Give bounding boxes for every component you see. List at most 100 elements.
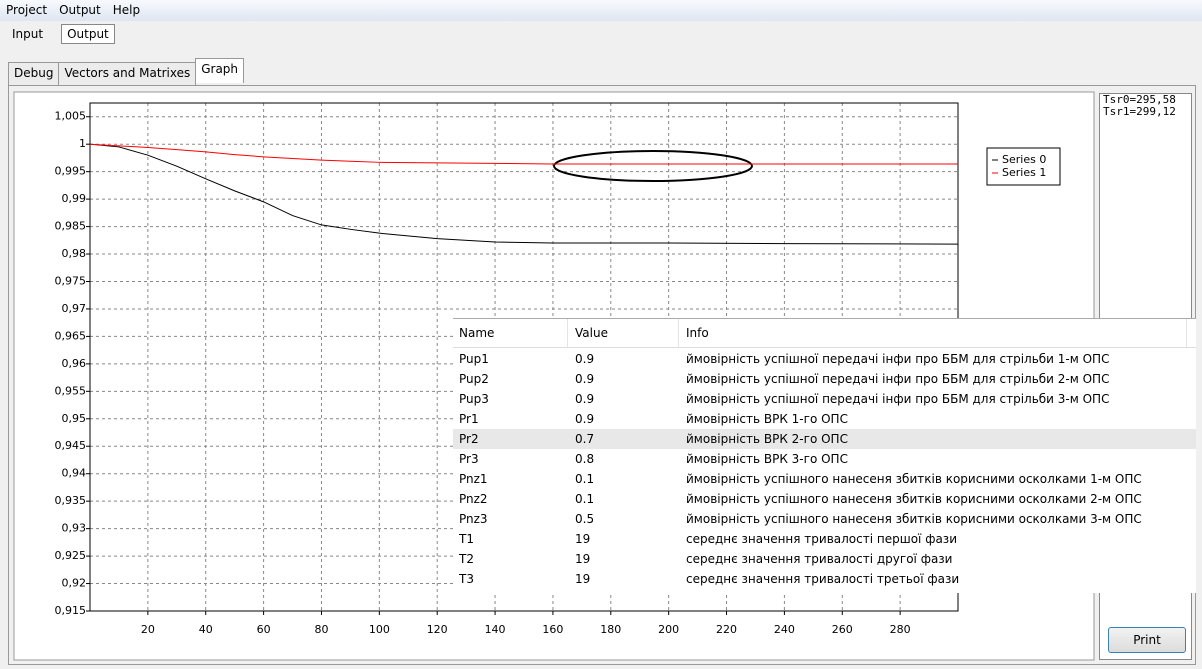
- table-cell: Pnz1: [459, 472, 488, 486]
- print-button[interactable]: Print: [1108, 627, 1186, 653]
- table-cell: ймовірність успішного нанесеня збитків к…: [686, 472, 1142, 486]
- table-cell: 0.9: [575, 352, 595, 366]
- tab[interactable]: Graph: [195, 58, 245, 83]
- tab[interactable]: Vectors and Matrixes: [58, 62, 197, 87]
- table-cell: T2: [459, 552, 474, 566]
- y-tick-label: 0,955: [55, 384, 87, 397]
- y-tick-label: 1,005: [55, 110, 87, 123]
- table-cell: Pnz3: [459, 512, 488, 526]
- column-header[interactable]: Name: [459, 319, 568, 347]
- table-cell: Pup2: [459, 372, 489, 386]
- table-cell: 19: [575, 572, 591, 586]
- y-tick-label: 0,93: [62, 522, 87, 535]
- table-row[interactable]: Pup2 0.9 ймовірність успішної передачі інф…: [453, 369, 1196, 389]
- menu-item[interactable]: Help: [112, 3, 141, 17]
- column-header[interactable]: Info: [686, 319, 1187, 347]
- x-tick-label: 220: [716, 623, 737, 636]
- table-cell: Pup3: [459, 392, 489, 406]
- table-row[interactable]: Pr3 0.8 ймовірність ВРК 3-го ОПС: [453, 449, 1196, 469]
- table-cell: 0.9: [575, 412, 595, 426]
- table-cell: 0.8: [575, 452, 595, 466]
- toolbar: Input Output: [6, 24, 115, 44]
- y-tick-label: 0,935: [55, 494, 87, 507]
- tab-bar: Debug Vectors and Matrixes Graph: [8, 58, 245, 87]
- y-tick-label: 0,945: [55, 439, 87, 452]
- table-cell: 0.1: [575, 492, 595, 506]
- table-cell: Pr1: [459, 412, 479, 426]
- legend-label: Series 0: [1002, 153, 1046, 166]
- y-tick-label: 0,95: [62, 412, 87, 425]
- y-tick-label: 0,975: [55, 274, 87, 287]
- table-cell: Pr3: [459, 452, 479, 466]
- table-cell: ймовірність успішної передачі інфи про Б…: [686, 392, 1110, 406]
- menu-item[interactable]: Project: [6, 3, 48, 17]
- series-line: [89, 143, 958, 165]
- x-tick-label: 80: [314, 623, 328, 636]
- table-cell: ймовірність успішної передачі інфи про Б…: [686, 352, 1110, 366]
- table-cell: середнє значення тривалості третьої фази: [686, 572, 960, 586]
- table-row[interactable]: Pnz1 0.1 ймовірність успішного нанесеня зб…: [453, 469, 1196, 489]
- y-tick-label: 0,98: [62, 247, 87, 260]
- y-tick-label: 0,92: [62, 577, 87, 590]
- table-cell: середнє значення тривалості першої фази: [686, 532, 957, 546]
- series-line: [89, 143, 959, 245]
- y-tick-label: 0,915: [55, 604, 87, 617]
- table-cell: 0.7: [575, 432, 595, 446]
- x-tick-label: 280: [890, 623, 911, 636]
- x-tick-label: 240: [774, 623, 795, 636]
- x-tick-label: 260: [832, 623, 853, 636]
- table-cell: 0.1: [575, 472, 595, 486]
- x-tick-label: 60: [257, 623, 271, 636]
- y-tick-label: 0,97: [62, 302, 87, 315]
- x-tick-label: 20: [141, 623, 155, 636]
- table-row[interactable]: T3 19 середнє значення тривалості третьої …: [453, 569, 1196, 589]
- legend-box: [986, 147, 1061, 186]
- table-cell: ймовірність успішного нанесеня збитків к…: [686, 512, 1142, 526]
- x-tick-label: 100: [369, 623, 390, 636]
- table-row[interactable]: Pup3 0.9 ймовірність успішної передачі інф…: [453, 389, 1196, 409]
- y-tick-label: 0,94: [62, 467, 87, 480]
- table-row[interactable]: T2 19 середнє значення тривалості другої ф…: [453, 549, 1196, 569]
- table-cell: Pr2: [459, 432, 479, 446]
- table-row[interactable]: T1 19 середнє значення тривалості першої ф…: [453, 529, 1196, 549]
- table-cell: Pnz2: [459, 492, 488, 506]
- table-cell: ймовірність успішного нанесеня збитків к…: [686, 492, 1142, 506]
- menu-item[interactable]: Output: [59, 3, 101, 17]
- table-cell: 0.9: [575, 372, 595, 386]
- table-cell: 0.9: [575, 392, 595, 406]
- annotation-ellipse: [553, 150, 753, 182]
- menu-bar: Project Output Help: [0, 0, 1202, 21]
- column-header[interactable]: Value: [575, 319, 679, 347]
- table-cell: ймовірність ВРК 2-го ОПС: [686, 432, 848, 446]
- y-tick-label: 0,995: [55, 165, 87, 178]
- table-cell: середнє значення тривалості другої фази: [686, 552, 953, 566]
- table-row[interactable]: Pup1 0.9 ймовірність успішної передачі інф…: [453, 349, 1196, 369]
- table-header[interactable]: Name Value Info: [453, 319, 1196, 348]
- x-tick-label: 180: [600, 623, 621, 636]
- legend-label: Series 1: [1002, 166, 1046, 179]
- table-cell: Pup1: [459, 352, 489, 366]
- y-tick-label: 0,96: [62, 357, 87, 370]
- table-row[interactable]: Pnz2 0.1 ймовірність успішного нанесеня зб…: [453, 489, 1196, 509]
- parameter-table: Name Value Info Pup1 0.9 ймовірність успішної…: [453, 318, 1196, 593]
- table-cell: T3: [459, 572, 474, 586]
- toolbar-button[interactable]: Input: [12, 27, 44, 41]
- y-tick-label: 0,965: [55, 329, 87, 342]
- x-tick-label: 120: [427, 623, 448, 636]
- y-tick-label: 0,99: [62, 192, 87, 205]
- table-cell: ймовірність ВРК 3-го ОПС: [686, 452, 848, 466]
- y-tick-label: 0,985: [55, 220, 87, 233]
- x-tick-label: 40: [199, 623, 213, 636]
- table-cell: ймовірність ВРК 1-го ОПС: [686, 412, 848, 426]
- table-row[interactable]: Pr2 0.7 ймовірність ВРК 2-го ОПС: [453, 429, 1196, 449]
- table-cell: ймовірність успішної передачі інфи про Б…: [686, 372, 1110, 386]
- result-line: Tsr1=299,12: [1103, 105, 1176, 118]
- x-tick-label: 160: [542, 623, 563, 636]
- x-tick-label: 140: [485, 623, 506, 636]
- table-row[interactable]: Pr1 0.9 ймовірність ВРК 1-го ОПС: [453, 409, 1196, 429]
- table-row[interactable]: Pnz3 0.5 ймовірність успішного нанесеня зб…: [453, 509, 1196, 529]
- toolbar-button[interactable]: Output: [61, 24, 115, 44]
- table-cell: 19: [575, 552, 591, 566]
- result-line: Tsr0=295,58: [1103, 93, 1176, 106]
